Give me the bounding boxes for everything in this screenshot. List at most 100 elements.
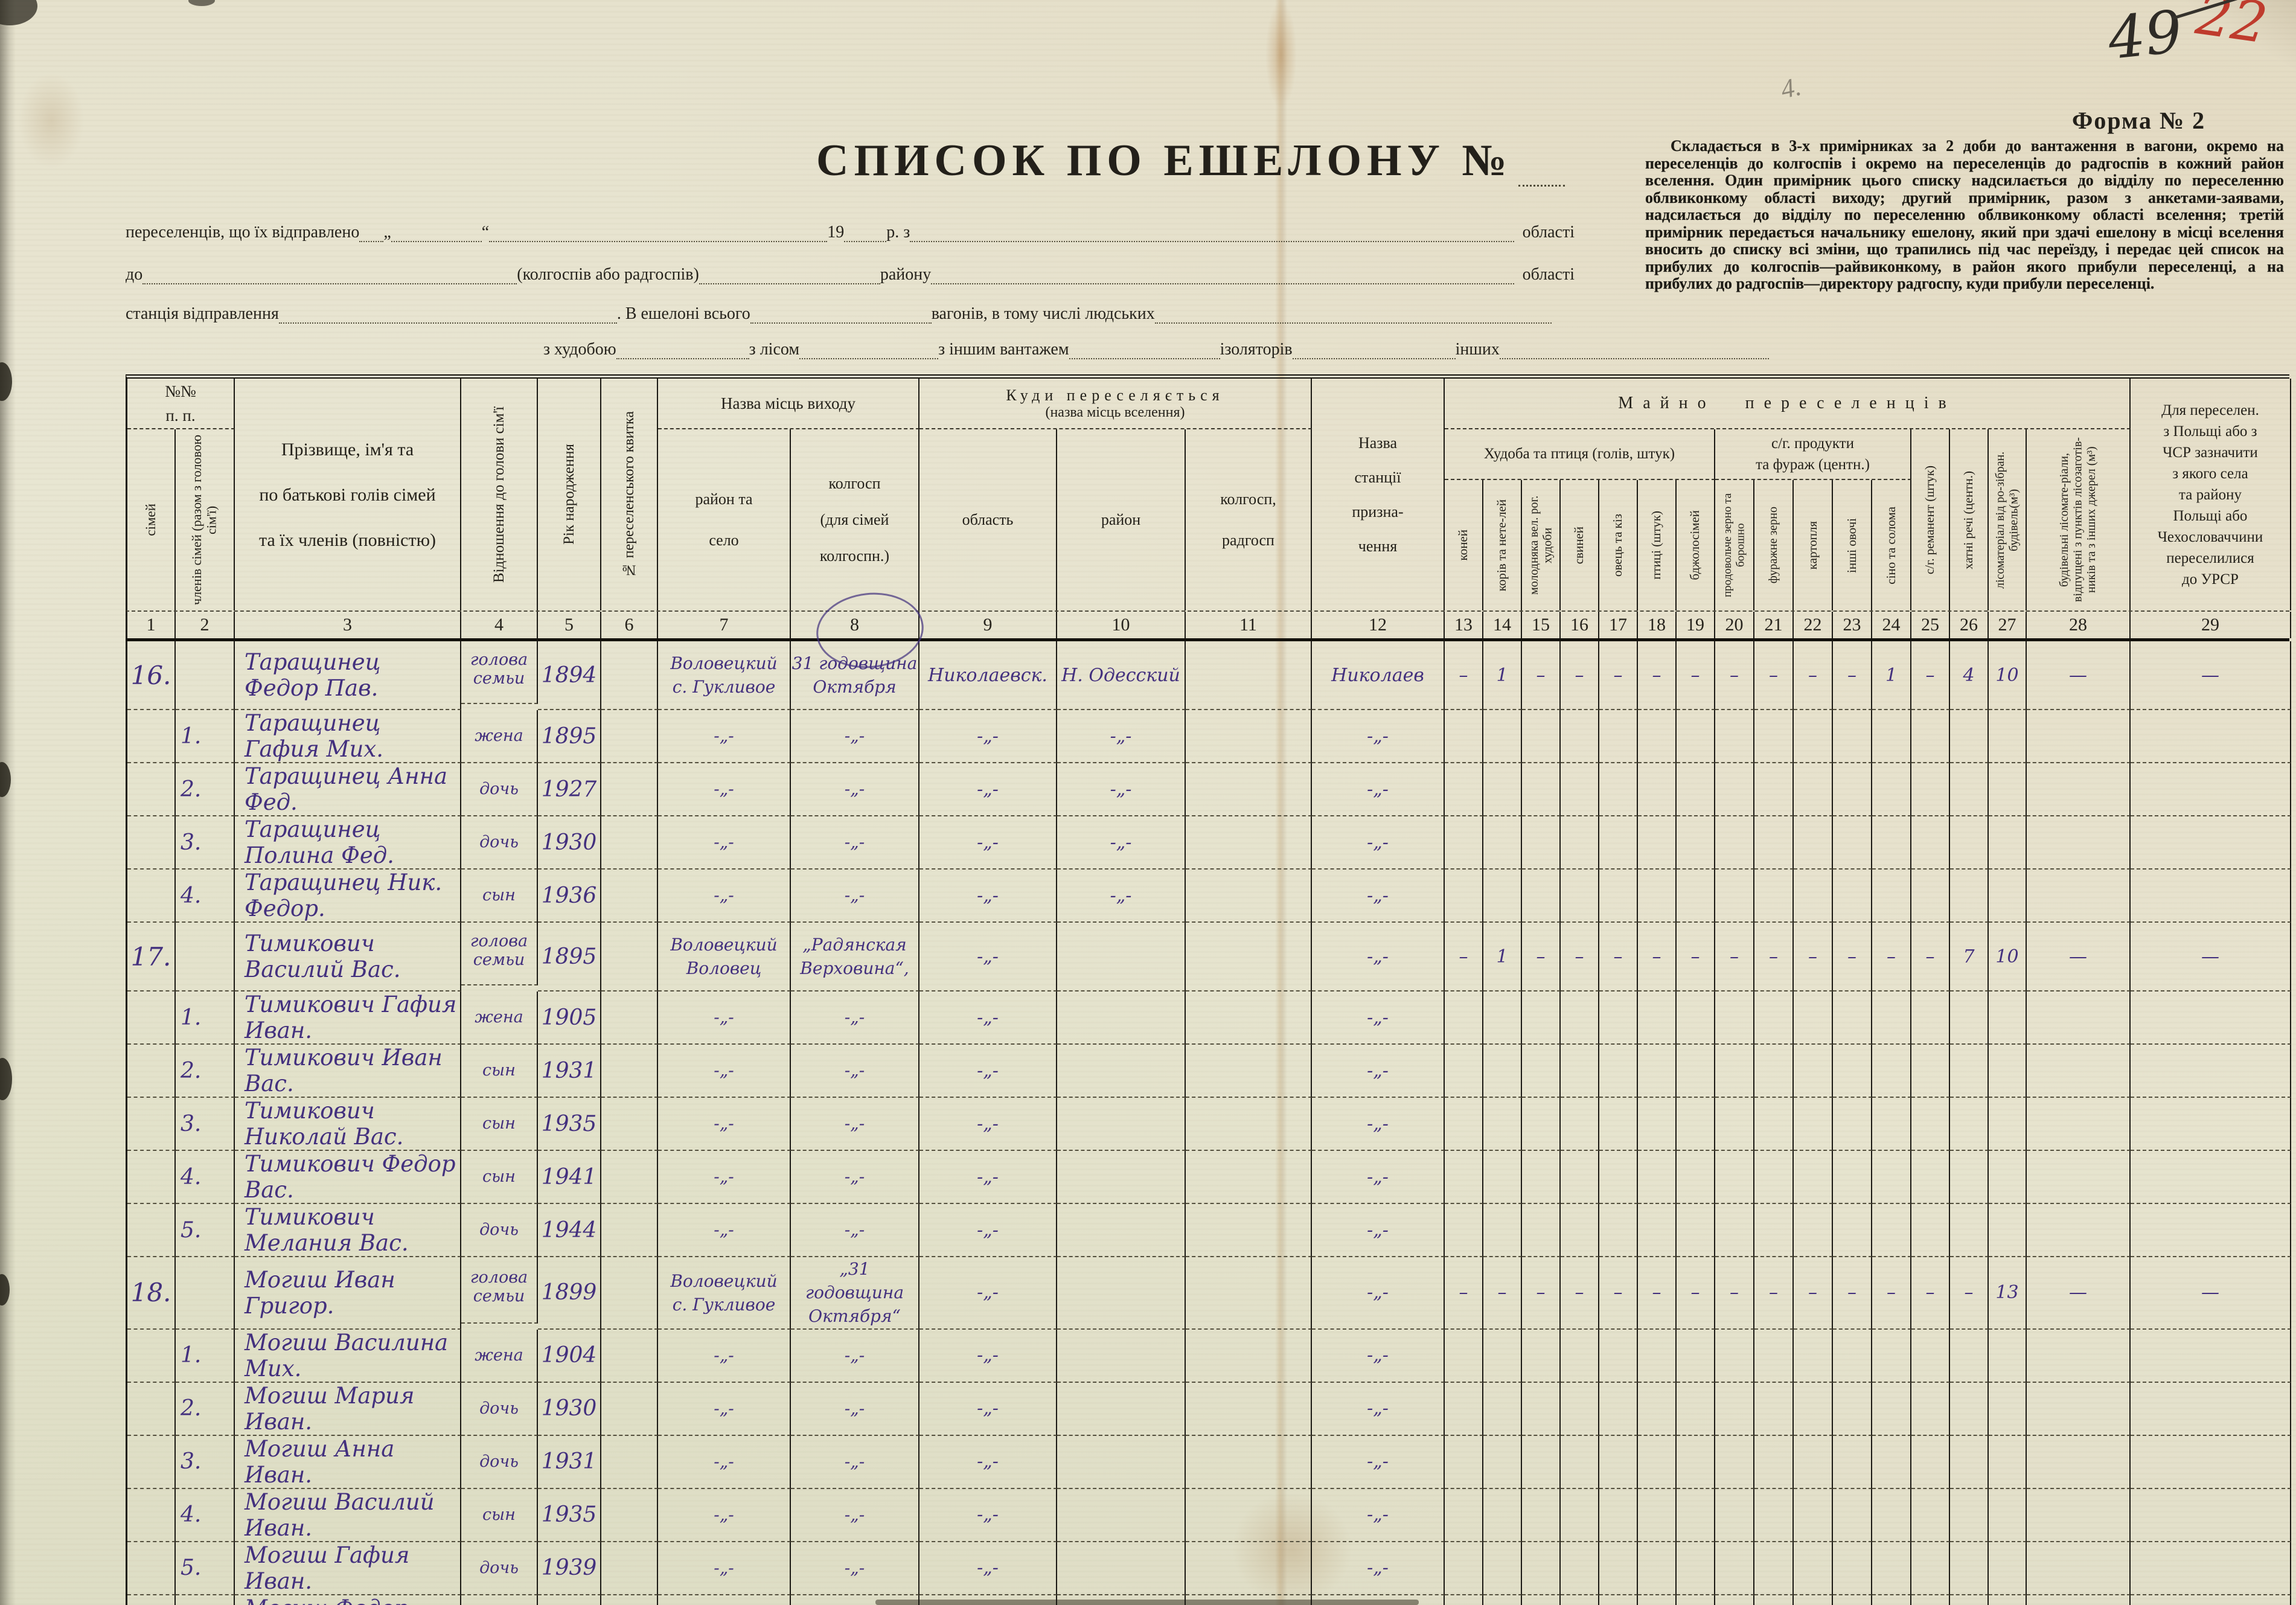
table-cell: -„- [919, 710, 1057, 763]
table-cell [1911, 1151, 1950, 1204]
table-cell [1872, 1435, 1911, 1489]
table-cell [2027, 1595, 2131, 1605]
table-cell [1794, 1204, 1833, 1257]
table-cell [127, 1151, 176, 1204]
table-cell: 18. [127, 1257, 176, 1330]
table-cell: 31 годовщина Октября [791, 641, 919, 710]
table-cell [2027, 1045, 2131, 1098]
form-number-label: Форма № 2 [2072, 107, 2206, 134]
header-lumber-building-label: будівельні лісомате-ріали, відпущені з п… [2058, 437, 2099, 603]
table-row: 4. Таращинец Ник. Федор. сын 1936 -„- -„- -„- -… [126, 870, 2291, 923]
table-cell [1833, 1435, 1872, 1489]
label-with-livestock: з худобою [543, 339, 616, 359]
table-cell: — [2027, 641, 2131, 710]
table-cell [1989, 1488, 2027, 1542]
label-oblast: області [1522, 222, 1575, 242]
table-cell: Воловецкий Воловец [658, 923, 791, 992]
table-cell [1715, 816, 1754, 870]
table-cell: „31 годовщина Октября“ [791, 1257, 919, 1330]
table-cell [1911, 1204, 1950, 1257]
table-cell: 4. [176, 870, 235, 923]
table-cell [2131, 1435, 2291, 1489]
table-cell [176, 923, 235, 992]
table-cell [1186, 1595, 1312, 1605]
table-cell: -„- [1057, 870, 1186, 923]
table-cell [1833, 1204, 1872, 1257]
table-cell [2131, 1098, 2291, 1151]
table-cell [1599, 870, 1638, 923]
table-cell [1186, 870, 1312, 923]
table-cell: 4. [176, 1488, 235, 1542]
table-cell: 3. [176, 816, 235, 870]
table-cell [1989, 1204, 2027, 1257]
table-cell [601, 1257, 658, 1330]
table-cell: -„- [791, 710, 919, 763]
table-cell [1872, 710, 1911, 763]
table-cell [127, 763, 176, 816]
table-cell [601, 1595, 658, 1605]
header-sheep: овець та кіз [1599, 480, 1638, 610]
table-cell: -„- [658, 992, 791, 1045]
header-produce-group: с/г. продукти та фураж (центн.) [1715, 429, 1911, 480]
table-cell [1754, 1488, 1794, 1542]
header-food-grain-label: продовольче зерно та борошно [1721, 493, 1747, 598]
table-cell: – [1950, 1257, 1989, 1330]
edge-mark [188, 0, 215, 6]
table-cell: Тимикович Василий Вас. [235, 923, 461, 992]
table-cell: -„- [1312, 1329, 1445, 1383]
table-cell: – [1833, 1257, 1872, 1330]
table-cell: Тимикович Федор Вас. [235, 1151, 461, 1204]
table-cell [1677, 710, 1715, 763]
table-cell [1833, 1045, 1872, 1098]
table-cell: – [1715, 1257, 1754, 1330]
table-cell [1911, 992, 1950, 1045]
table-cell [1186, 1045, 1312, 1098]
table-cell: – [1715, 641, 1754, 710]
table-cell [1186, 992, 1312, 1045]
table-cell: 4. [176, 1151, 235, 1204]
table-cell [1677, 1204, 1715, 1257]
table-cell [127, 1382, 176, 1436]
header-relation-label: Відношення до голови сім'ї [490, 406, 507, 583]
table-cell [2027, 763, 2131, 816]
blank [844, 222, 887, 242]
table-cell [2131, 870, 2291, 923]
column-number: 6 [601, 612, 658, 638]
table-cell: -„- [791, 1204, 919, 1257]
table-cell [1872, 1595, 1911, 1605]
table-cell [601, 641, 658, 710]
table-cell: Могиш Василий Иван. [235, 1488, 461, 1542]
table-cell: дочь [461, 1542, 538, 1595]
table-cell [1989, 763, 2027, 816]
column-number: 25 [1911, 612, 1950, 638]
table-cell: дочь [461, 816, 538, 870]
header-simei: сімей [127, 429, 176, 610]
table-cell: – [1638, 923, 1677, 992]
table-cell: 3. [176, 1098, 235, 1151]
table-cell: – [1599, 1257, 1638, 1330]
table-cell: дочь [461, 1382, 538, 1436]
header-hay: сіно та солома [1872, 480, 1911, 610]
label-isolators: ізоляторів [1220, 339, 1293, 359]
table-cell [1445, 1329, 1483, 1383]
table-cell [1754, 1435, 1794, 1489]
header-bees-label: бджолосімей [1687, 510, 1703, 580]
table-cell [1989, 992, 2027, 1045]
table-cell [1483, 870, 1522, 923]
table-cell [1057, 1542, 1186, 1595]
table-cell [1186, 1488, 1312, 1542]
header-vegetables: інші овочі [1833, 480, 1872, 610]
table-cell: 1895 [538, 710, 601, 763]
table-cell: – [1677, 923, 1715, 992]
table-cell [1950, 710, 1989, 763]
table-cell: 1894 [538, 641, 601, 710]
table-row: 18. Могиш Иван Григор. голова семьи 1899 Вол… [126, 1251, 2291, 1330]
table-cell [2131, 816, 2291, 870]
table-cell: -„- [1057, 816, 1186, 870]
table-cell [1794, 1435, 1833, 1489]
table-row: 3. Могиш Анна Иван. дочь 1931 -„- -„- -„- -„- [126, 1435, 2291, 1489]
table-cell [1057, 1382, 1186, 1436]
table-cell [2027, 1329, 2131, 1383]
table-cell: -„- [1312, 816, 1445, 870]
table-cell [1989, 1435, 2027, 1489]
